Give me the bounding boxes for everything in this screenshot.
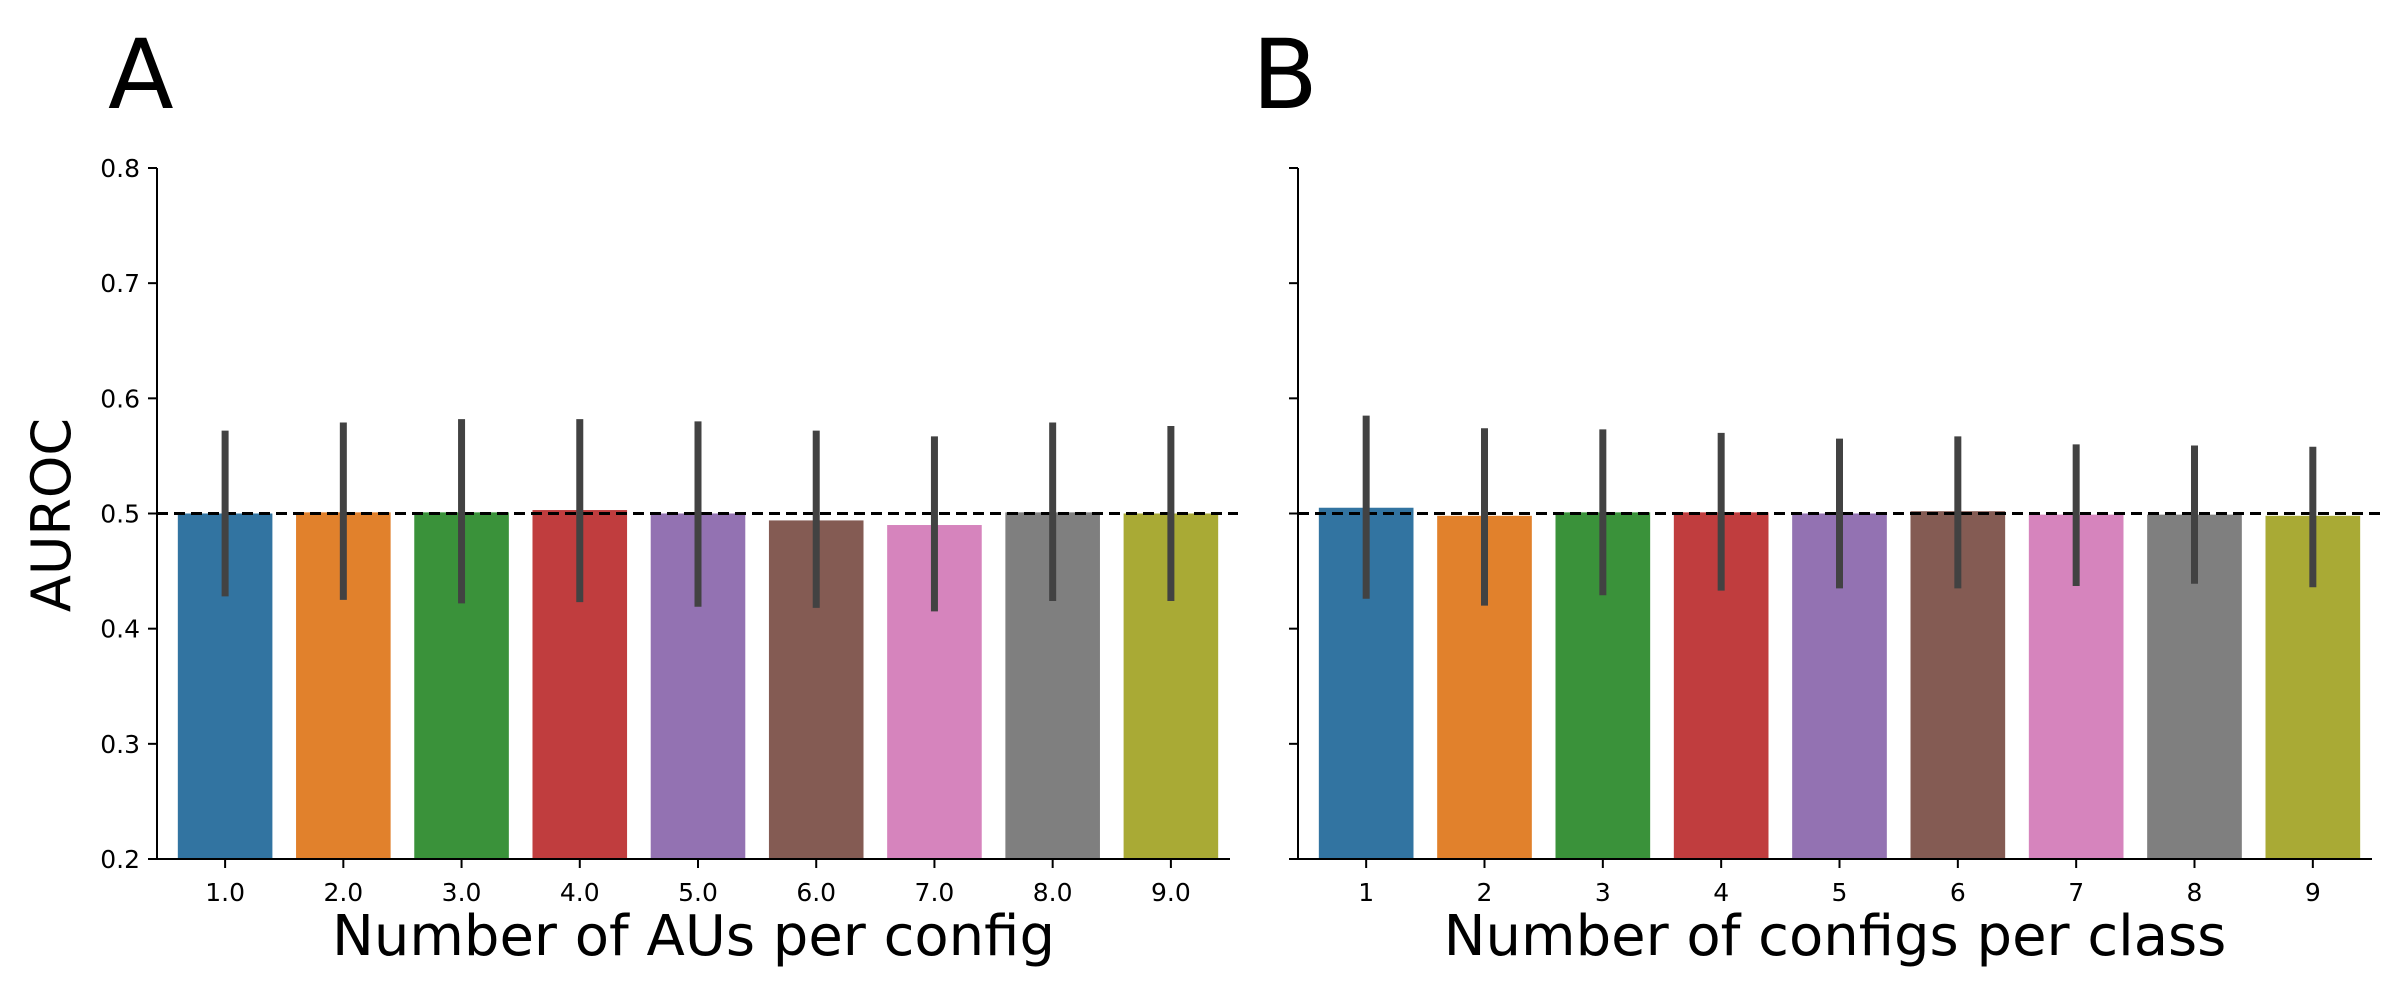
panel-a-letter: A [108,19,174,131]
panel-b-xtick-label-2: 2 [1477,878,1493,907]
panel-b-x-axis-label: Number of configs per class [1444,904,2227,969]
panel-b-xtick-label-9: 9 [2305,878,2321,907]
panel-b-chart: 1 2 3 4 5 6 7 8 9 Number of configs per class [1289,167,2380,969]
panel-a-xtick-label-8: 8.0 [1033,878,1073,907]
panel-a-ytick-label-3: 0.4 [100,615,140,644]
panel-a-x-axis-label: Number of AUs per config [332,904,1055,969]
panel-a-ytick-label-4: 0.5 [100,500,140,529]
panel-a-xtick-label-6: 6.0 [796,878,836,907]
panel-a-xtick-label-3: 3.0 [442,878,482,907]
panel-a-xtick-label-2: 2.0 [323,878,363,907]
panel-a-xtick-label-9: 9.0 [1151,878,1191,907]
panel-a-chart: 0.2 0.3 0.4 0.5 0.6 0.7 0.8 1.0 2.0 3.0 4.0 5.0 6.0 7… [20,154,1238,969]
panel-a-ytick-label-2: 0.3 [100,730,140,759]
panel-a-ytick-label-6: 0.7 [100,269,140,298]
panel-a-xtick-label-4: 4.0 [560,878,600,907]
panel-b-xtick-label-3: 3 [1595,878,1611,907]
panel-b-xtick-label-1: 1 [1358,878,1374,907]
panel-a-xtick-label-1: 1.0 [205,878,245,907]
panel-a-ytick-label-7: 0.8 [100,154,140,183]
panel-b-xtick-label-5: 5 [1832,878,1848,907]
panel-a-y-axis-label: AUROC [20,418,83,612]
panel-a-ytick-label-5: 0.6 [100,384,140,413]
panel-b-xtick-label-7: 7 [2068,878,2084,907]
panel-a-xtick-label-5: 5.0 [678,878,718,907]
panel-a-ytick-label-1: 0.2 [100,845,140,874]
panel-a-xtick-label-7: 7.0 [915,878,955,907]
panel-b-letter: B [1252,19,1318,131]
panel-b-xtick-label-8: 8 [2187,878,2203,907]
panel-b-xtick-label-4: 4 [1713,878,1729,907]
panel-b-xtick-label-6: 6 [1950,878,1966,907]
